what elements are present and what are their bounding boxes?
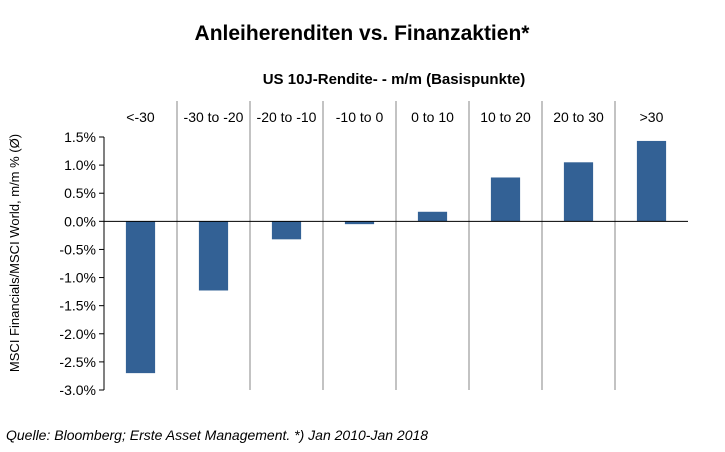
labels: 1.5% 1.0% 0.5% 0.0% -0.5% -1.0% -1.5% -2.0% -2.5… [59, 109, 663, 398]
bar [271, 221, 302, 240]
gridlines [176, 101, 616, 390]
bar [344, 221, 375, 225]
chart-subtitle: US 10J-Rendite- - m/m (Basispunkte) [263, 71, 526, 88]
category-label: -20 to -10 [257, 109, 317, 125]
bar [636, 140, 667, 222]
y-tick-label: -1.5% [59, 298, 96, 314]
bar [490, 177, 521, 222]
y-tick-label: 1.0% [64, 157, 96, 173]
chart-title: Anleiherenditen vs. Finanzaktien* [195, 22, 531, 45]
category-label: 20 to 30 [553, 109, 604, 125]
bar [125, 221, 156, 374]
y-tick-label: -1.0% [59, 270, 96, 286]
bar [198, 221, 229, 291]
category-label: 0 to 10 [411, 109, 454, 125]
category-label: >30 [640, 109, 664, 125]
category-label: 10 to 20 [480, 109, 531, 125]
category-label: -10 to 0 [336, 109, 384, 125]
bar [563, 162, 594, 222]
bar [417, 211, 448, 222]
y-tick-label: -0.5% [59, 241, 96, 257]
category-label: -30 to -20 [184, 109, 244, 125]
category-label: <-30 [126, 109, 155, 125]
bars [125, 140, 667, 374]
y-tick-label: -3.0% [59, 382, 96, 398]
y-tick-label: -2.5% [59, 354, 96, 370]
y-axis-label: MSCI Financials/MSCI World, m/m % (Ø) [7, 134, 22, 372]
axes [99, 136, 688, 391]
y-tick-label: -2.0% [59, 326, 96, 342]
y-tick-label: 0.0% [64, 213, 96, 229]
source-note: Quelle: Bloomberg; Erste Asset Managemen… [6, 427, 428, 443]
y-tick-label: 1.5% [64, 129, 96, 145]
y-tick-label: 0.5% [64, 185, 96, 201]
